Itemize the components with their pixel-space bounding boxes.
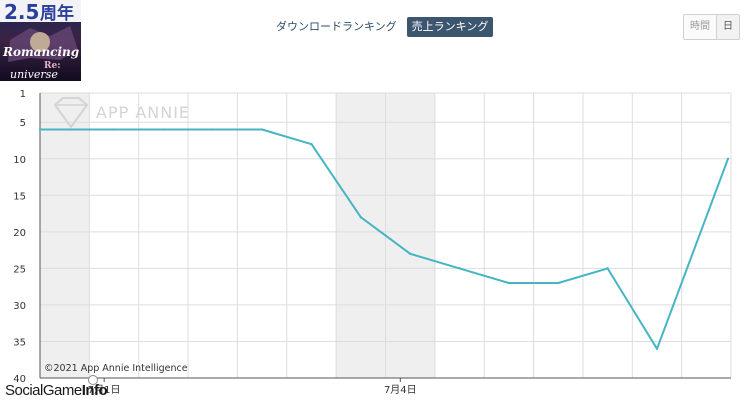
svg-text:Re:: Re: [44, 61, 61, 71]
tab-download-ranking[interactable]: ダウンロードランキング [276, 20, 397, 33]
chart-grid [39, 92, 732, 379]
ranking-tabs: ダウンロードランキング 売上ランキング [272, 16, 494, 38]
watermark-text: APP ANNIE [96, 103, 190, 122]
data-point-2 [162, 128, 165, 131]
copyright-text: ©2021 App Annie Intelligence [44, 363, 188, 374]
data-point-13 [726, 157, 730, 160]
data-point-11 [606, 267, 609, 270]
range-handle[interactable] [88, 375, 98, 385]
data-point-3 [211, 128, 214, 131]
y-tick-label-4: 20 [13, 228, 26, 239]
series-line [40, 128, 729, 350]
x-tick-label-0: 7月1日 [88, 384, 121, 396]
data-point-0 [38, 128, 42, 131]
data-point-12 [655, 347, 659, 350]
period-hour-button[interactable]: 時間 [684, 15, 716, 39]
game-logo-icon: 2.5 周年 Romancing Re: universe [0, 0, 81, 81]
period-day-button[interactable]: 日 [716, 15, 739, 39]
svg-text:Romancing: Romancing [2, 45, 79, 59]
data-point-6 [359, 216, 363, 219]
y-tick-label-0: 1 [20, 89, 26, 100]
period-toggle: 時間 日 [683, 14, 740, 40]
shaded-band-0 [40, 93, 90, 378]
data-point-10 [557, 281, 560, 285]
y-tick-label-5: 25 [13, 264, 26, 275]
y-tick-label-8: 40 [13, 374, 26, 385]
y-tick-label-6: 30 [13, 301, 26, 312]
diamond-icon [53, 97, 89, 129]
data-point-9 [507, 281, 511, 285]
source-logo-bold: Info [81, 382, 108, 399]
y-tick-label-3: 15 [13, 191, 26, 202]
app-annie-watermark: APP ANNIE [53, 97, 190, 129]
y-tick-label-7: 35 [13, 337, 26, 348]
data-point-8 [458, 267, 461, 270]
data-point-1 [112, 128, 116, 131]
svg-text:2.5: 2.5 [4, 0, 39, 24]
data-point-5 [310, 142, 313, 146]
data-points [38, 128, 730, 350]
tab-sales-ranking[interactable]: 売上ランキング [406, 17, 494, 37]
y-tick-label-2: 10 [13, 155, 26, 166]
svg-text:周年: 周年 [40, 3, 74, 24]
y-tick-label-1: 5 [20, 118, 26, 129]
data-point-7 [408, 252, 412, 255]
app-icon: 2.5 周年 Romancing Re: universe [0, 0, 81, 81]
x-tick-label-1: 7月4日 [384, 384, 417, 396]
source-logo: SocialGameInfo [5, 382, 108, 399]
svg-text:universe: universe [10, 68, 58, 81]
x-axis-ticks: 7月1日 7月4日 [88, 378, 417, 396]
source-logo-light: SocialGame [5, 382, 82, 399]
data-point-4 [260, 128, 264, 131]
